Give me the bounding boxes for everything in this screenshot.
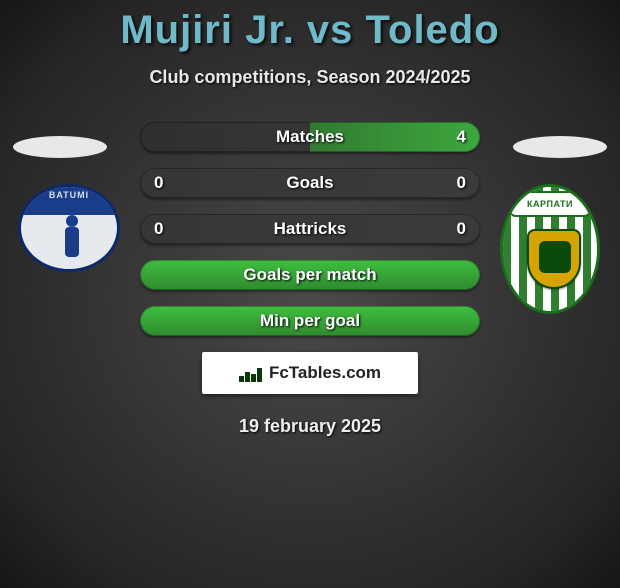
right-crest-arch: КАРПАТИ [509, 191, 591, 217]
right-team-crest: КАРПАТИ [500, 184, 600, 314]
stats-container: Matches 4 0 Goals 0 0 Hattricks 0 Goals … [140, 122, 480, 336]
stat-row-min-per-goal: Min per goal [140, 306, 480, 336]
stat-row-hattricks: 0 Hattricks 0 [140, 214, 480, 244]
stat-label: Matches [140, 127, 480, 147]
brand-text: FcTables.com [269, 363, 381, 383]
left-team-crest: BATUMI [18, 184, 120, 272]
footer-date: 19 february 2025 [0, 416, 620, 437]
stat-label: Goals per match [140, 265, 480, 285]
subtitle: Club competitions, Season 2024/2025 [0, 67, 620, 88]
stat-row-goals-per-match: Goals per match [140, 260, 480, 290]
left-ellipse [13, 136, 107, 158]
stat-row-matches: Matches 4 [140, 122, 480, 152]
stat-label: Hattricks [140, 219, 480, 239]
left-crest-text: BATUMI [21, 190, 117, 200]
stat-row-goals: 0 Goals 0 [140, 168, 480, 198]
page-title: Mujiri Jr. vs Toledo [0, 8, 620, 53]
left-crest-figure-icon [65, 227, 79, 257]
stat-label: Goals [140, 173, 480, 193]
brand-badge[interactable]: FcTables.com [202, 352, 418, 394]
right-ellipse [513, 136, 607, 158]
stat-label: Min per goal [140, 311, 480, 331]
bar-chart-icon [239, 364, 263, 382]
right-crest-shield-icon [527, 229, 581, 289]
